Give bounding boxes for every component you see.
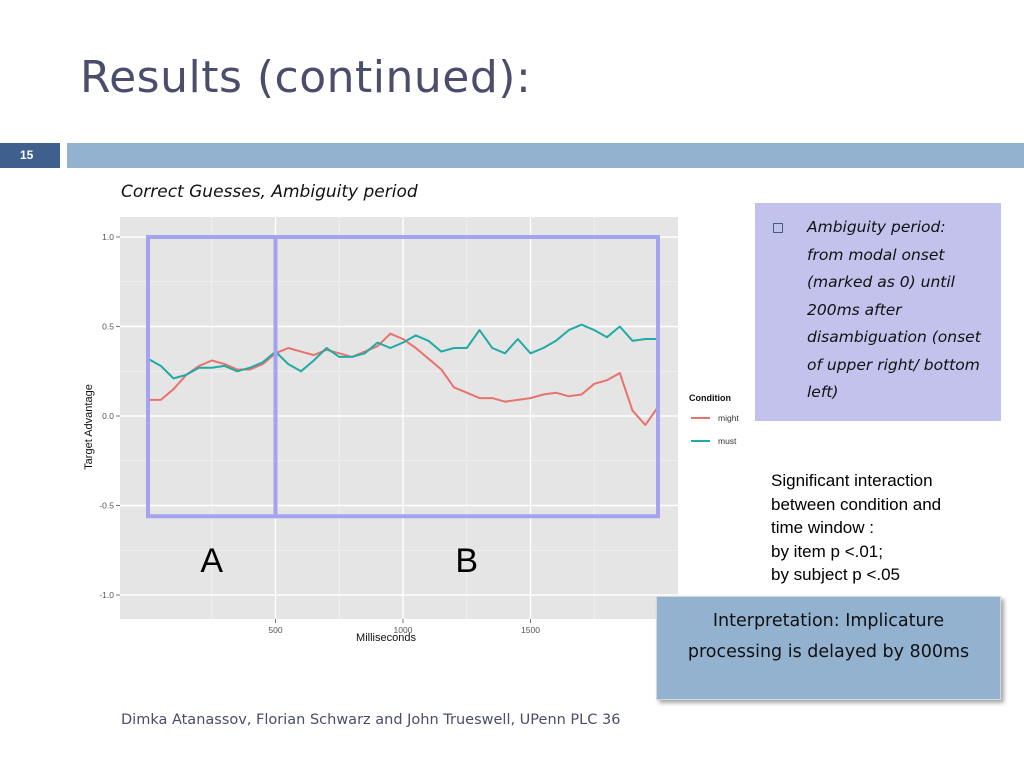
header-accent-bar [67, 143, 1024, 168]
interpretation-text: Interpretation: Implicature processing i… [687, 611, 970, 662]
y-tick-label: -0.5 [99, 501, 114, 511]
x-axis-label: Milliseconds [356, 632, 416, 644]
chart-title: Correct Guesses, Ambiguity period [121, 182, 418, 202]
significance-line: by item p <.01; [771, 541, 883, 561]
ambiguity-note-box: Ambiguity period: from modal onset (mark… [755, 203, 1001, 421]
x-tick-label: 1500 [521, 625, 540, 635]
legend-title: Condition [689, 393, 731, 403]
ambiguity-note-text: Ambiguity period: from modal onset (mark… [807, 218, 981, 401]
y-axis: -1.0 -0.5 0.0 0.5 1.0 [99, 232, 120, 600]
series-layer [147, 323, 659, 426]
grid-minor [120, 217, 678, 619]
must-series-line [147, 323, 658, 380]
x-tick-label: 500 [268, 625, 282, 635]
significance-line: by subject p <.05 [771, 565, 901, 584]
y-tick-label: 0.0 [102, 411, 114, 421]
slide-title: Results (continued): [80, 52, 532, 103]
significance-line: between condition and [771, 494, 942, 514]
x-axis: 500 1000 1500 [268, 619, 540, 635]
legend-might-label: might [718, 413, 739, 423]
significance-line: time window : [771, 518, 874, 537]
time-window-label: B [455, 542, 478, 580]
y-tick-label: 1.0 [102, 232, 114, 242]
time-window-label: A [200, 542, 223, 580]
slide-number: 15 [20, 148, 34, 162]
slide-footer: Dimka Atanassov, Florian Schwarz and Joh… [121, 712, 621, 728]
legend: Condition might must [689, 393, 739, 446]
square-bullet-icon [773, 223, 783, 233]
significance-line: Significant interaction [771, 471, 933, 490]
might-series-line [148, 332, 659, 426]
y-tick-label: -1.0 [99, 590, 114, 600]
y-axis-label: Target Advantage [83, 384, 95, 470]
slide-number-bar: 15 [0, 143, 60, 168]
y-tick-label: 0.5 [102, 322, 114, 332]
interpretation-box: Interpretation: Implicature processing i… [656, 596, 1001, 700]
x-tick-label: 1000 [394, 625, 413, 635]
significance-note: Significant interaction between conditio… [771, 469, 1011, 587]
legend-must-label: must [718, 436, 737, 446]
time-window-box [273, 235, 660, 519]
plot-panel [120, 217, 678, 619]
